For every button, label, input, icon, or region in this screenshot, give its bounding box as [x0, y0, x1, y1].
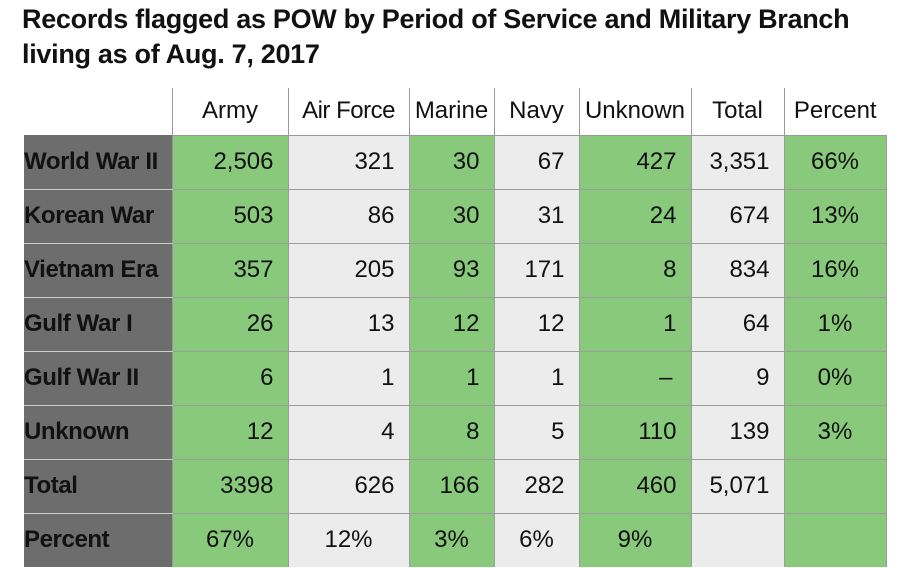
- cell-total: 139: [691, 405, 785, 460]
- cell-air-force: 205: [288, 243, 410, 298]
- cell-air-force: 86: [288, 189, 410, 244]
- row-header: Percent: [24, 513, 173, 567]
- cell-unknown: 24: [579, 189, 692, 244]
- cell-total: 674: [691, 189, 785, 244]
- cell-air-force: 626: [288, 459, 410, 514]
- cell-marine: 30: [409, 135, 495, 190]
- chart-title-line-1: Records flagged as POW by Period of Serv…: [22, 4, 850, 34]
- cell-navy: 171: [494, 243, 580, 298]
- chart-title-line-2: living as of Aug. 7, 2017: [22, 39, 320, 69]
- cell-marine: 3%: [409, 513, 495, 567]
- cell-navy: 1: [494, 351, 580, 406]
- cell-total: 5,071: [691, 459, 785, 514]
- cell-unknown: 9%: [579, 513, 692, 567]
- cell-navy: 282: [494, 459, 580, 514]
- cell-marine: 12: [409, 297, 495, 352]
- row-header: Gulf War II: [24, 351, 173, 406]
- cell-total: 9: [691, 351, 785, 406]
- cell-percent: 1%: [784, 297, 887, 352]
- cell-air-force: 1: [288, 351, 410, 406]
- cell-total: 64: [691, 297, 785, 352]
- column-header-air-force: Air Force: [288, 88, 410, 136]
- table-row: Gulf War II 6 1 1 1–9 0%: [24, 351, 887, 406]
- row-header: Unknown: [24, 405, 173, 460]
- cell-navy: 31: [494, 189, 580, 244]
- row-header: Total: [24, 459, 173, 514]
- cell-air-force: 12%: [288, 513, 410, 567]
- cell-army: 67%: [172, 513, 289, 567]
- header-row: Army Air Force Marine Navy Unknown Total…: [24, 88, 886, 136]
- cell-percent: 13%: [784, 189, 887, 244]
- column-header-navy: Navy: [494, 88, 580, 136]
- cell-total: 3,351: [691, 135, 785, 190]
- cell-marine: 8: [409, 405, 495, 460]
- cell-army: 26: [172, 297, 289, 352]
- table-row: Gulf War I 26 13 12 12 1 64 1%: [24, 297, 887, 352]
- cell-total: [691, 513, 785, 567]
- column-header-army: Army: [172, 88, 289, 136]
- column-header-marine: Marine: [409, 88, 495, 136]
- cell-unknown: 110: [579, 405, 692, 460]
- cell-air-force: 4: [288, 405, 410, 460]
- column-header-unknown: Unknown: [579, 88, 692, 136]
- row-header: Vietnam Era: [24, 243, 173, 298]
- pow-records-table: Army Air Force Marine Navy Unknown Total…: [24, 88, 887, 567]
- cell-percent: 0%: [784, 351, 887, 406]
- cell-army: 503: [172, 189, 289, 244]
- cell-air-force: 13: [288, 297, 410, 352]
- table-row: Total 3398 626 166 282 460 5,071: [24, 459, 887, 514]
- cell-unknown: 460: [579, 459, 692, 514]
- table-row: World War II 2,506 321 30 67 427 3,351 66%: [24, 135, 887, 190]
- row-header: Gulf War I: [24, 297, 173, 352]
- cell-army: 2,506: [172, 135, 289, 190]
- row-header: World War II: [24, 135, 173, 190]
- cell-percent: [784, 513, 887, 567]
- cell-unknown: 1: [579, 297, 692, 352]
- cell-total: 834: [691, 243, 785, 298]
- cell-marine: 166: [409, 459, 495, 514]
- cell-unknown: 8: [579, 243, 692, 298]
- cell-army: 12: [172, 405, 289, 460]
- corner-cell: [24, 88, 173, 135]
- table-row: Percent 67% 12% 3% 6% 9%: [24, 513, 887, 567]
- column-header-total: Total: [691, 88, 785, 136]
- table-row: Korean War 503 86 30 31 24 674 13%: [24, 189, 887, 244]
- table-row: Unknown 12 4 8 5 110 139 3%: [24, 405, 887, 460]
- chart-title: Records flagged as POW by Period of Serv…: [22, 2, 902, 72]
- cell-percent: 3%: [784, 405, 887, 460]
- table-row: Vietnam Era 357 205 93 171 8 834 16%: [24, 243, 887, 298]
- cell-air-force: 321: [288, 135, 410, 190]
- cell-navy: 67: [494, 135, 580, 190]
- cell-navy: 6%: [494, 513, 580, 567]
- cell-percent: [784, 459, 887, 514]
- cell-percent: 16%: [784, 243, 887, 298]
- cell-unknown: 427: [579, 135, 692, 190]
- cell-army: 357: [172, 243, 289, 298]
- cell-army: 6: [172, 351, 289, 406]
- cell-army: 3398: [172, 459, 289, 514]
- row-header: Korean War: [24, 189, 173, 244]
- cell-navy: 5: [494, 405, 580, 460]
- column-header-percent: Percent: [784, 88, 886, 136]
- cell-percent: 66%: [784, 135, 887, 190]
- cell-marine: 93: [409, 243, 495, 298]
- cell-unknown: –: [579, 351, 692, 406]
- cell-marine: 1: [409, 351, 495, 406]
- cell-navy: 12: [494, 297, 580, 352]
- cell-marine: 30: [409, 189, 495, 244]
